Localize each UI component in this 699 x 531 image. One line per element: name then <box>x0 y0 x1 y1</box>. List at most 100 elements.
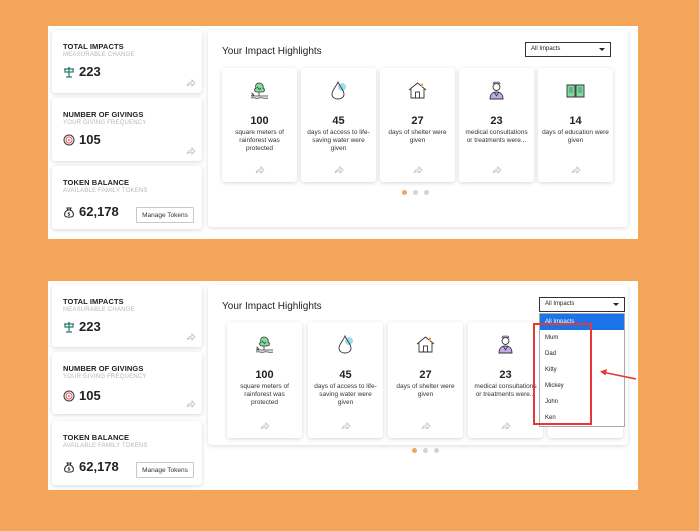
carousel-dot[interactable] <box>424 190 429 195</box>
highlight-value: 45 <box>339 369 352 381</box>
total-impacts-value: 223 <box>79 64 101 79</box>
token-balance-title: TOKEN BALANCE <box>63 178 130 187</box>
share-icon[interactable] <box>413 166 423 174</box>
carousel-dot[interactable] <box>412 448 417 453</box>
impact-highlights-title: Your Impact Highlights <box>222 301 322 312</box>
annotation-highlight-box <box>533 323 592 425</box>
highlight-value: 100 <box>250 115 269 127</box>
money-bag-icon <box>63 206 75 218</box>
total-impacts-title: TOTAL IMPACTS <box>63 297 124 306</box>
tree-icon <box>63 66 75 78</box>
impact-filter-select[interactable]: All Impacts <box>525 42 611 57</box>
highlight-value: 23 <box>499 369 512 381</box>
highlight-description: days of shelter were given <box>396 383 455 398</box>
annotation-arrow-icon <box>598 368 638 382</box>
highlight-card-education[interactable]: 14 days of education were given <box>538 68 613 182</box>
doctor-icon <box>495 334 516 355</box>
dropdown-option-mum[interactable]: Mum <box>545 335 559 341</box>
manage-tokens-button[interactable]: Manage Tokens <box>136 207 194 223</box>
total-impacts-value-row: 223 <box>63 319 101 334</box>
highlight-value: 45 <box>332 115 345 127</box>
dashboard-panel-before: TOTAL IMPACTS MEASURABLE CHANGE 223 NUMB… <box>48 26 638 239</box>
highlight-value: 14 <box>569 115 582 127</box>
highlight-description: square meters of rainforest was protecte… <box>235 129 284 152</box>
token-balance-value-row: 62,178 <box>63 204 119 219</box>
share-icon[interactable] <box>255 166 265 174</box>
highlight-card-water[interactable]: 45 days of access to life-saving water w… <box>308 322 383 438</box>
total-impacts-card: TOTAL IMPACTS MEASURABLE CHANGE 223 <box>52 30 202 93</box>
givings-value-row: 105 <box>63 132 101 147</box>
dropdown-option-kitty[interactable]: Kitty <box>545 367 557 373</box>
total-impacts-subtitle: MEASURABLE CHANGE <box>63 52 135 58</box>
token-balance-card: TOKEN BALANCE AVAILABLE FAMILY TOKENS 62… <box>52 421 202 485</box>
share-icon[interactable] <box>421 422 431 430</box>
dropdown-option-mickey[interactable]: Mickey <box>545 383 564 389</box>
rainforest-icon <box>249 80 270 101</box>
total-impacts-subtitle: MEASURABLE CHANGE <box>63 307 135 313</box>
carousel-dots <box>402 190 429 195</box>
givings-title: NUMBER OF GIVINGS <box>63 364 144 373</box>
manage-tokens-button[interactable]: Manage Tokens <box>136 462 194 478</box>
house-icon <box>415 334 436 355</box>
highlight-card-medical[interactable]: 23 medical consultations or treatments w… <box>468 322 543 438</box>
carousel-dot[interactable] <box>423 448 428 453</box>
share-icon[interactable] <box>186 400 196 408</box>
total-impacts-title: TOTAL IMPACTS <box>63 42 124 51</box>
highlight-card-water[interactable]: 45 days of access to life-saving water w… <box>301 68 376 182</box>
impact-filter-select[interactable]: All Impacts <box>539 297 625 312</box>
share-icon[interactable] <box>492 166 502 174</box>
doctor-icon <box>486 80 507 101</box>
impact-highlights-section: Your Impact Highlights All Impacts 100 s… <box>208 30 628 227</box>
givings-value-row: 105 <box>63 388 101 403</box>
highlight-value: 100 <box>255 369 274 381</box>
highlight-value: 27 <box>411 115 424 127</box>
total-impacts-card: TOTAL IMPACTS MEASURABLE CHANGE 223 <box>52 285 202 347</box>
highlight-card-shelter[interactable]: 27 days of shelter were given <box>380 68 455 182</box>
token-balance-subtitle: AVAILABLE FAMILY TOKENS <box>63 188 148 194</box>
highlight-description: days of access to life-saving water were… <box>314 383 377 406</box>
carousel-dot[interactable] <box>413 190 418 195</box>
givings-value: 105 <box>79 132 101 147</box>
highlight-card-rainforest[interactable]: 100 square meters of rainforest was prot… <box>222 68 297 182</box>
share-icon[interactable] <box>334 166 344 174</box>
share-icon[interactable] <box>186 333 196 341</box>
impact-filter-value: All Impacts <box>545 301 575 307</box>
number-of-givings-card: NUMBER OF GIVINGS YOUR GIVING FREQUENCY … <box>52 352 202 414</box>
share-icon[interactable] <box>501 422 511 430</box>
token-balance-card: TOKEN BALANCE AVAILABLE FAMILY TOKENS 62… <box>52 166 202 229</box>
highlight-description: days of shelter were given <box>388 129 447 144</box>
share-icon[interactable] <box>341 422 351 430</box>
impact-filter-dropdown: All Impacts Mum Dad Kitty Mickey John Ke… <box>539 313 625 427</box>
highlight-card-shelter[interactable]: 27 days of shelter were given <box>388 322 463 438</box>
number-of-givings-card: NUMBER OF GIVINGS YOUR GIVING FREQUENCY … <box>52 98 202 161</box>
highlight-card-medical[interactable]: 23 medical consultations or treatments w… <box>459 68 534 182</box>
target-icon <box>63 134 75 146</box>
house-icon <box>407 80 428 101</box>
token-balance-value: 62,178 <box>79 459 119 474</box>
givings-value: 105 <box>79 388 101 403</box>
chevron-down-icon <box>599 48 605 51</box>
highlight-description: square meters of rainforest was protecte… <box>240 383 289 406</box>
share-icon[interactable] <box>186 147 196 155</box>
impact-highlights-title: Your Impact Highlights <box>222 46 322 57</box>
highlight-description: medical consultations or treatments were… <box>465 129 528 144</box>
share-icon[interactable] <box>260 422 270 430</box>
highlight-card-rainforest[interactable]: 100 square meters of rainforest was prot… <box>227 322 302 438</box>
carousel-dot[interactable] <box>402 190 407 195</box>
total-impacts-value: 223 <box>79 319 101 334</box>
dropdown-option-john[interactable]: John <box>545 399 559 405</box>
token-balance-value-row: 62,178 <box>63 459 119 474</box>
dropdown-option-ken[interactable]: Ken <box>545 415 556 421</box>
chevron-down-icon <box>613 303 619 306</box>
water-drop-icon <box>335 334 356 355</box>
dropdown-option-all-impacts[interactable]: All Impacts <box>540 314 624 330</box>
highlight-value: 23 <box>490 115 503 127</box>
share-icon[interactable] <box>571 166 581 174</box>
rainforest-icon <box>254 334 275 355</box>
share-icon[interactable] <box>186 79 196 87</box>
carousel-dot[interactable] <box>434 448 439 453</box>
water-drop-icon <box>328 80 349 101</box>
dropdown-option-dad[interactable]: Dad <box>545 351 557 357</box>
highlight-description: medical consultations or treatments were… <box>474 383 537 398</box>
money-bag-icon <box>63 461 75 473</box>
